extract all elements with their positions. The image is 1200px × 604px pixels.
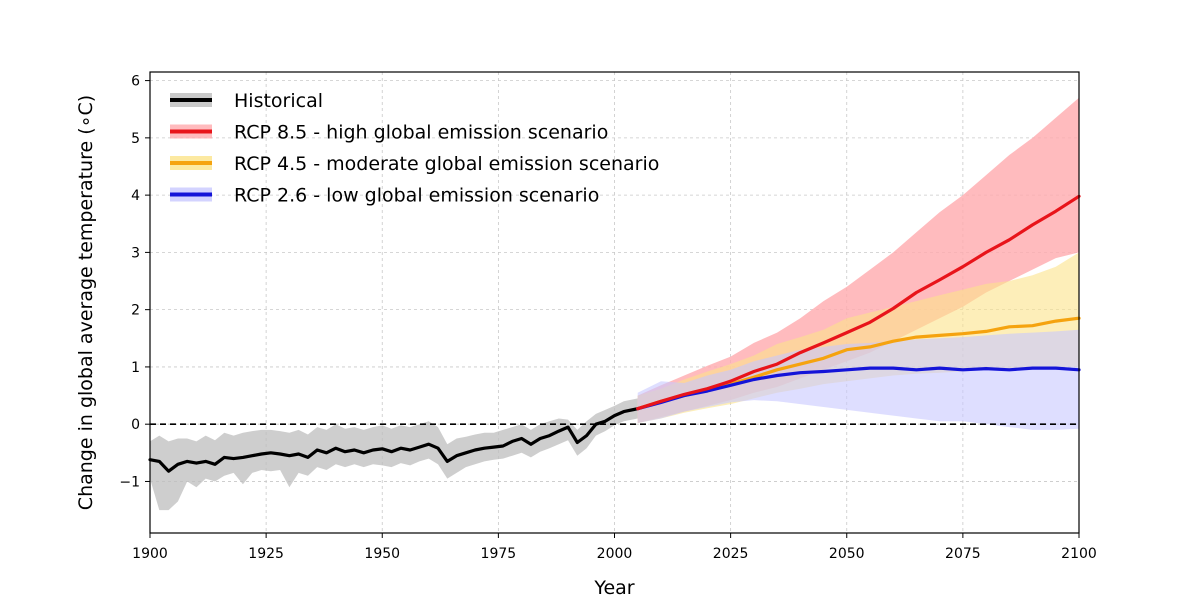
x-tick-label: 2050 — [829, 546, 865, 562]
x-tick-label: 2100 — [1061, 546, 1097, 562]
rcp45-legend-label: RCP 4.5 - moderate global emission scena… — [234, 153, 659, 175]
x-tick-label: 2000 — [597, 546, 633, 562]
x-axis-title: Year — [593, 577, 634, 599]
axis-ticks: 1900 1925 1950 1975 2000 2025 2050 2075 2100 −1 0 1… — [119, 74, 1096, 562]
y-tick-label: 4 — [131, 188, 140, 204]
y-tick-label: 0 — [131, 417, 140, 433]
historical-legend-label: Historical — [234, 90, 323, 112]
y-tick-label: 3 — [131, 245, 140, 261]
rcp26-line — [636, 366, 1081, 411]
y-tick-label: −1 — [119, 474, 140, 490]
rcp26-uncertainty-band — [637, 329, 1079, 430]
y-tick-label: 5 — [131, 131, 140, 147]
x-tick-label: 1975 — [481, 546, 517, 562]
x-tick-label: 1925 — [248, 546, 284, 562]
y-tick-label: 2 — [131, 303, 140, 319]
series-lines — [148, 194, 1081, 473]
y-axis-title: Change in global average temperature (∘C… — [75, 95, 97, 510]
rcp26-legend-label: RCP 2.6 - low global emission scenario — [234, 185, 599, 207]
legend: Historical RCP 8.5 - high global emission… — [170, 90, 659, 207]
rcp85-line — [636, 194, 1081, 411]
y-tick-label: 1 — [131, 360, 140, 376]
x-tick-label: 1950 — [364, 546, 400, 562]
rcp85-legend-label: RCP 8.5 - high global emission scenario — [234, 122, 608, 144]
x-tick-label: 2075 — [945, 546, 981, 562]
x-tick-label: 2025 — [713, 546, 749, 562]
historical-uncertainty-band — [150, 398, 638, 511]
historical-line — [148, 407, 640, 473]
y-tick-label: 6 — [131, 74, 140, 90]
x-tick-label: 1900 — [132, 546, 168, 562]
